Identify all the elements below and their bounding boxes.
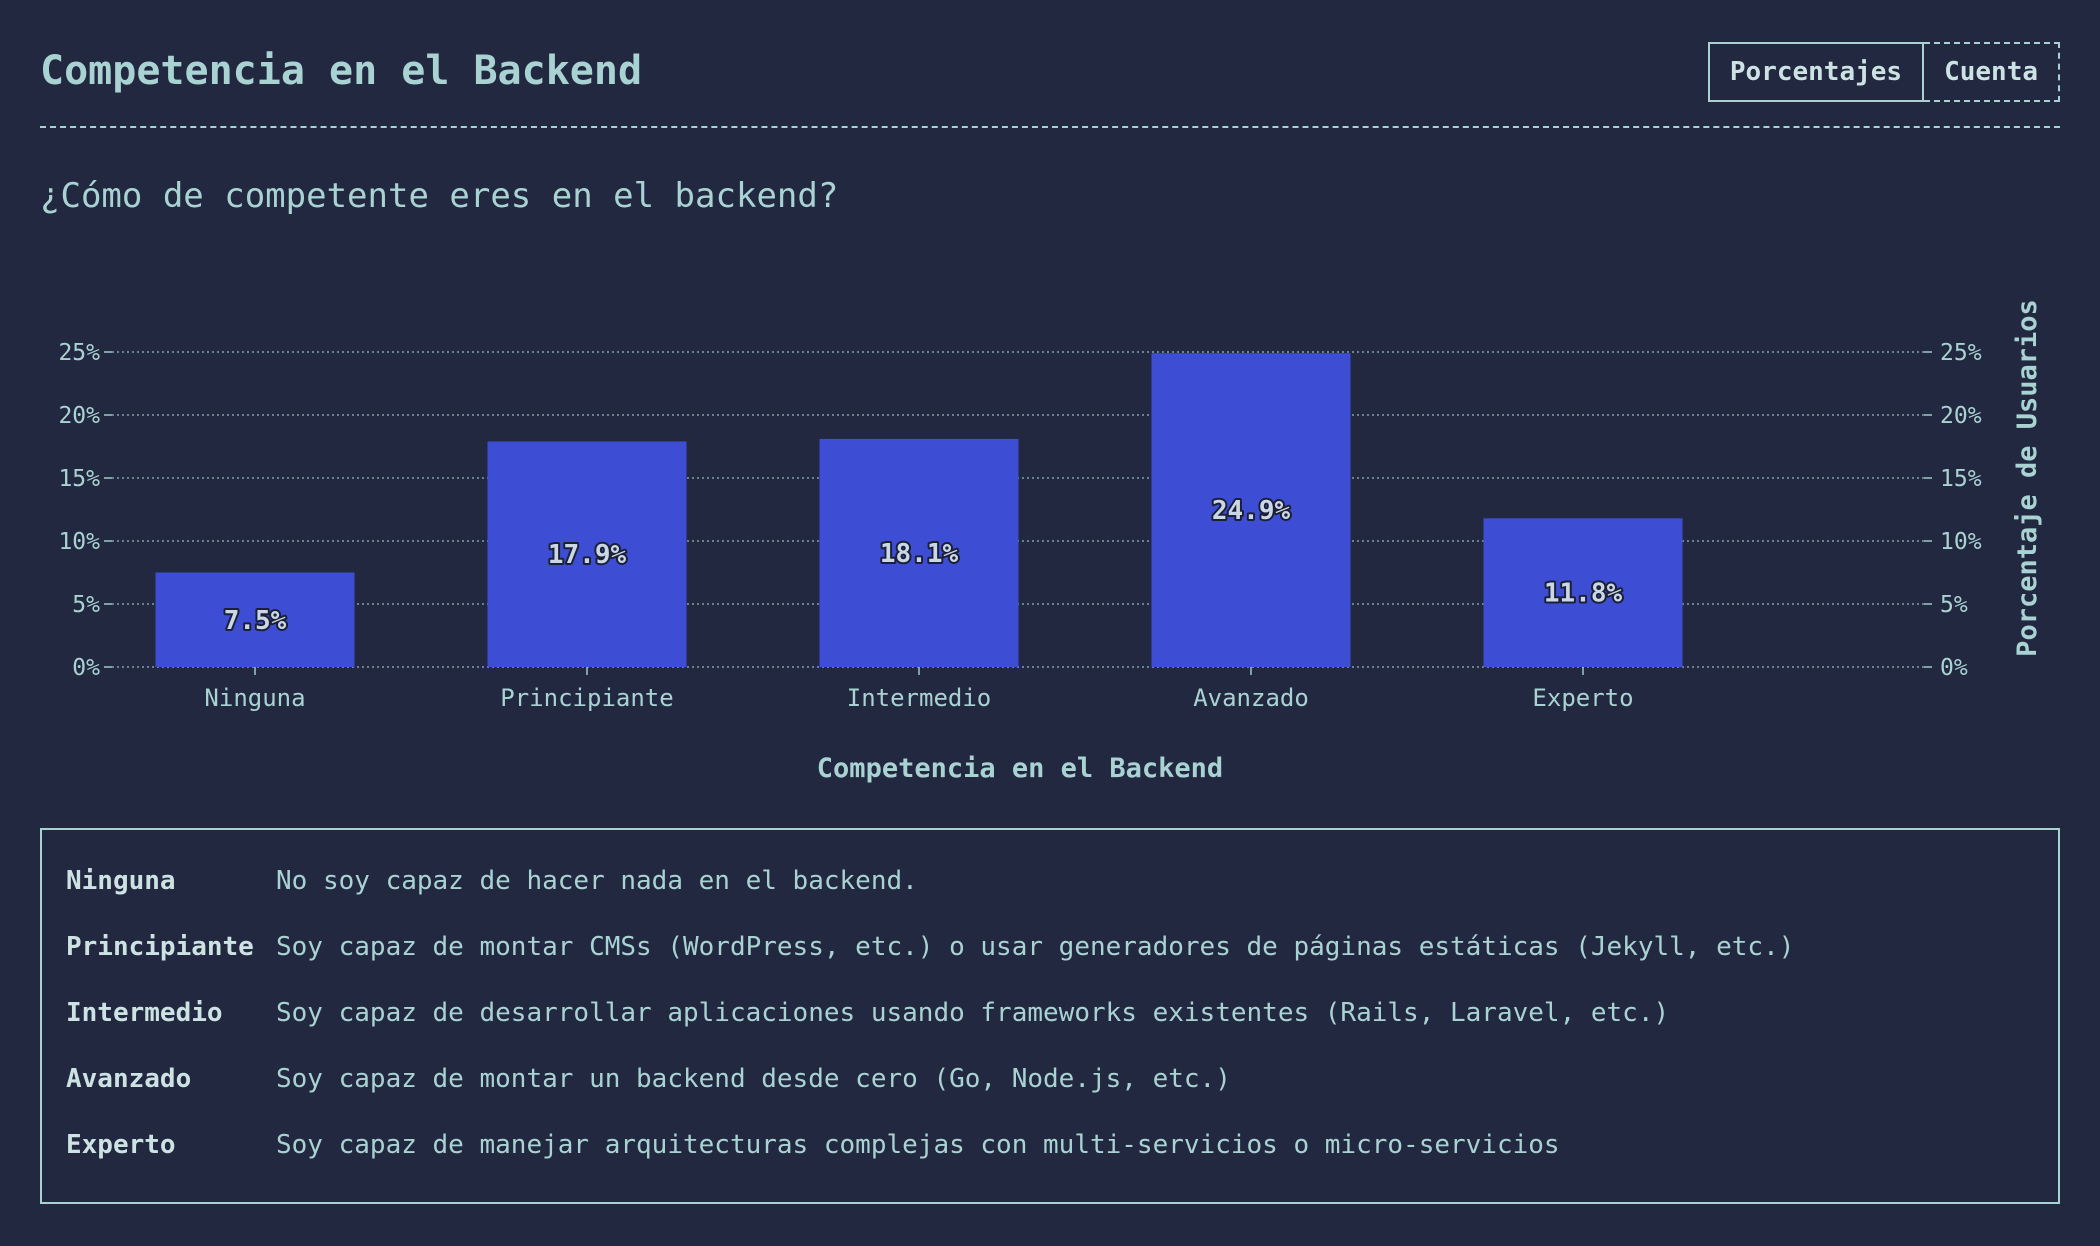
bar-value-label: 24.9%: [1212, 496, 1291, 526]
bar: [487, 441, 687, 667]
x-tick-label: Intermedio: [847, 684, 992, 712]
x-tick-label: Ninguna: [204, 684, 305, 712]
legend-description: Soy capaz de manejar arquitecturas compl…: [276, 1130, 1560, 1160]
bar: [1151, 353, 1351, 667]
y-tick-label-left: 25%: [58, 340, 100, 366]
x-tick-label: Experto: [1532, 684, 1633, 712]
x-axis-title: Competencia en el Backend: [817, 753, 1223, 784]
legend-row: Principiante Soy capaz de montar CMSs (W…: [66, 932, 2034, 998]
y-tick-label-left: 5%: [72, 592, 100, 618]
y-tick-label-right: 25%: [1940, 340, 1982, 366]
value-labels: 7.5% 17.9% 18.1% 24.9% 11.8%: [222, 494, 1625, 638]
bar-chart: 0% 0% 5% 5% 10% 10% 15% 15% 20% 20% 25% 25% Ninguna P…: [58, 299, 2043, 784]
y-tick-label-right: 0%: [1940, 655, 1968, 681]
tick-labels: 0% 0% 5% 5% 10% 10% 15% 15% 20% 20% 25% 25% Ninguna P…: [58, 340, 1981, 712]
survey-question: ¿Cómo de competente eres en el backend?: [40, 176, 839, 216]
bar-value-label: 11.8%: [1544, 579, 1623, 609]
legend-description: Soy capaz de montar CMSs (WordPress, etc…: [276, 932, 1795, 962]
y-tick-label-left: 10%: [58, 529, 100, 555]
legend-row: Experto Soy capaz de manejar arquitectur…: [66, 1130, 2034, 1196]
bar: [1483, 518, 1683, 667]
x-tick-label: Principiante: [500, 684, 673, 712]
legend-term: Intermedio: [66, 998, 223, 1028]
legend-description: No soy capaz de hacer nada en el backend…: [276, 866, 918, 896]
y-tick-label-right: 5%: [1940, 592, 1968, 618]
y-tick-label-left: 20%: [58, 403, 100, 429]
legend-description: Soy capaz de montar un backend desde cer…: [276, 1064, 1231, 1094]
y-tick-label-left: 15%: [58, 466, 100, 492]
bar-value-label: 18.1%: [880, 539, 959, 569]
bar-value-label: 17.9%: [548, 540, 627, 570]
bar: [155, 572, 355, 667]
legend-term: Ninguna: [66, 866, 176, 896]
legend-description: Soy capaz de desarrollar aplicaciones us…: [276, 998, 1670, 1028]
page-title: Competencia en el Backend: [40, 48, 643, 94]
y-tick-label-right: 15%: [1940, 466, 1982, 492]
x-tick-label: Avanzado: [1193, 684, 1309, 712]
bar-value-label: 7.5%: [224, 606, 287, 636]
legend-term: Avanzado: [66, 1064, 192, 1094]
count-button[interactable]: Cuenta: [1924, 42, 2060, 102]
y-axis-title: Porcentaje de Usuarios: [2012, 299, 2043, 657]
legend-box: Ninguna No soy capaz de hacer nada en el…: [40, 828, 2060, 1204]
chart-header: Competencia en el Backend Porcentajes Cu…: [40, 40, 2060, 128]
legend-term: Principiante: [66, 932, 254, 962]
legend-row: Avanzado Soy capaz de montar un backend …: [66, 1064, 2034, 1130]
y-tick-label-left: 0%: [72, 655, 100, 681]
view-toggle: Porcentajes Cuenta: [1707, 42, 2060, 102]
bar: [819, 438, 1019, 667]
legend-term: Experto: [66, 1130, 176, 1160]
bars: [155, 353, 1683, 667]
percentages-button[interactable]: Porcentajes: [1707, 42, 1925, 102]
legend-row: Intermedio Soy capaz de desarrollar apli…: [66, 998, 2034, 1064]
y-tick-label-right: 10%: [1940, 529, 1982, 555]
y-tick-label-right: 20%: [1940, 403, 1982, 429]
legend-row: Ninguna No soy capaz de hacer nada en el…: [66, 866, 2034, 932]
